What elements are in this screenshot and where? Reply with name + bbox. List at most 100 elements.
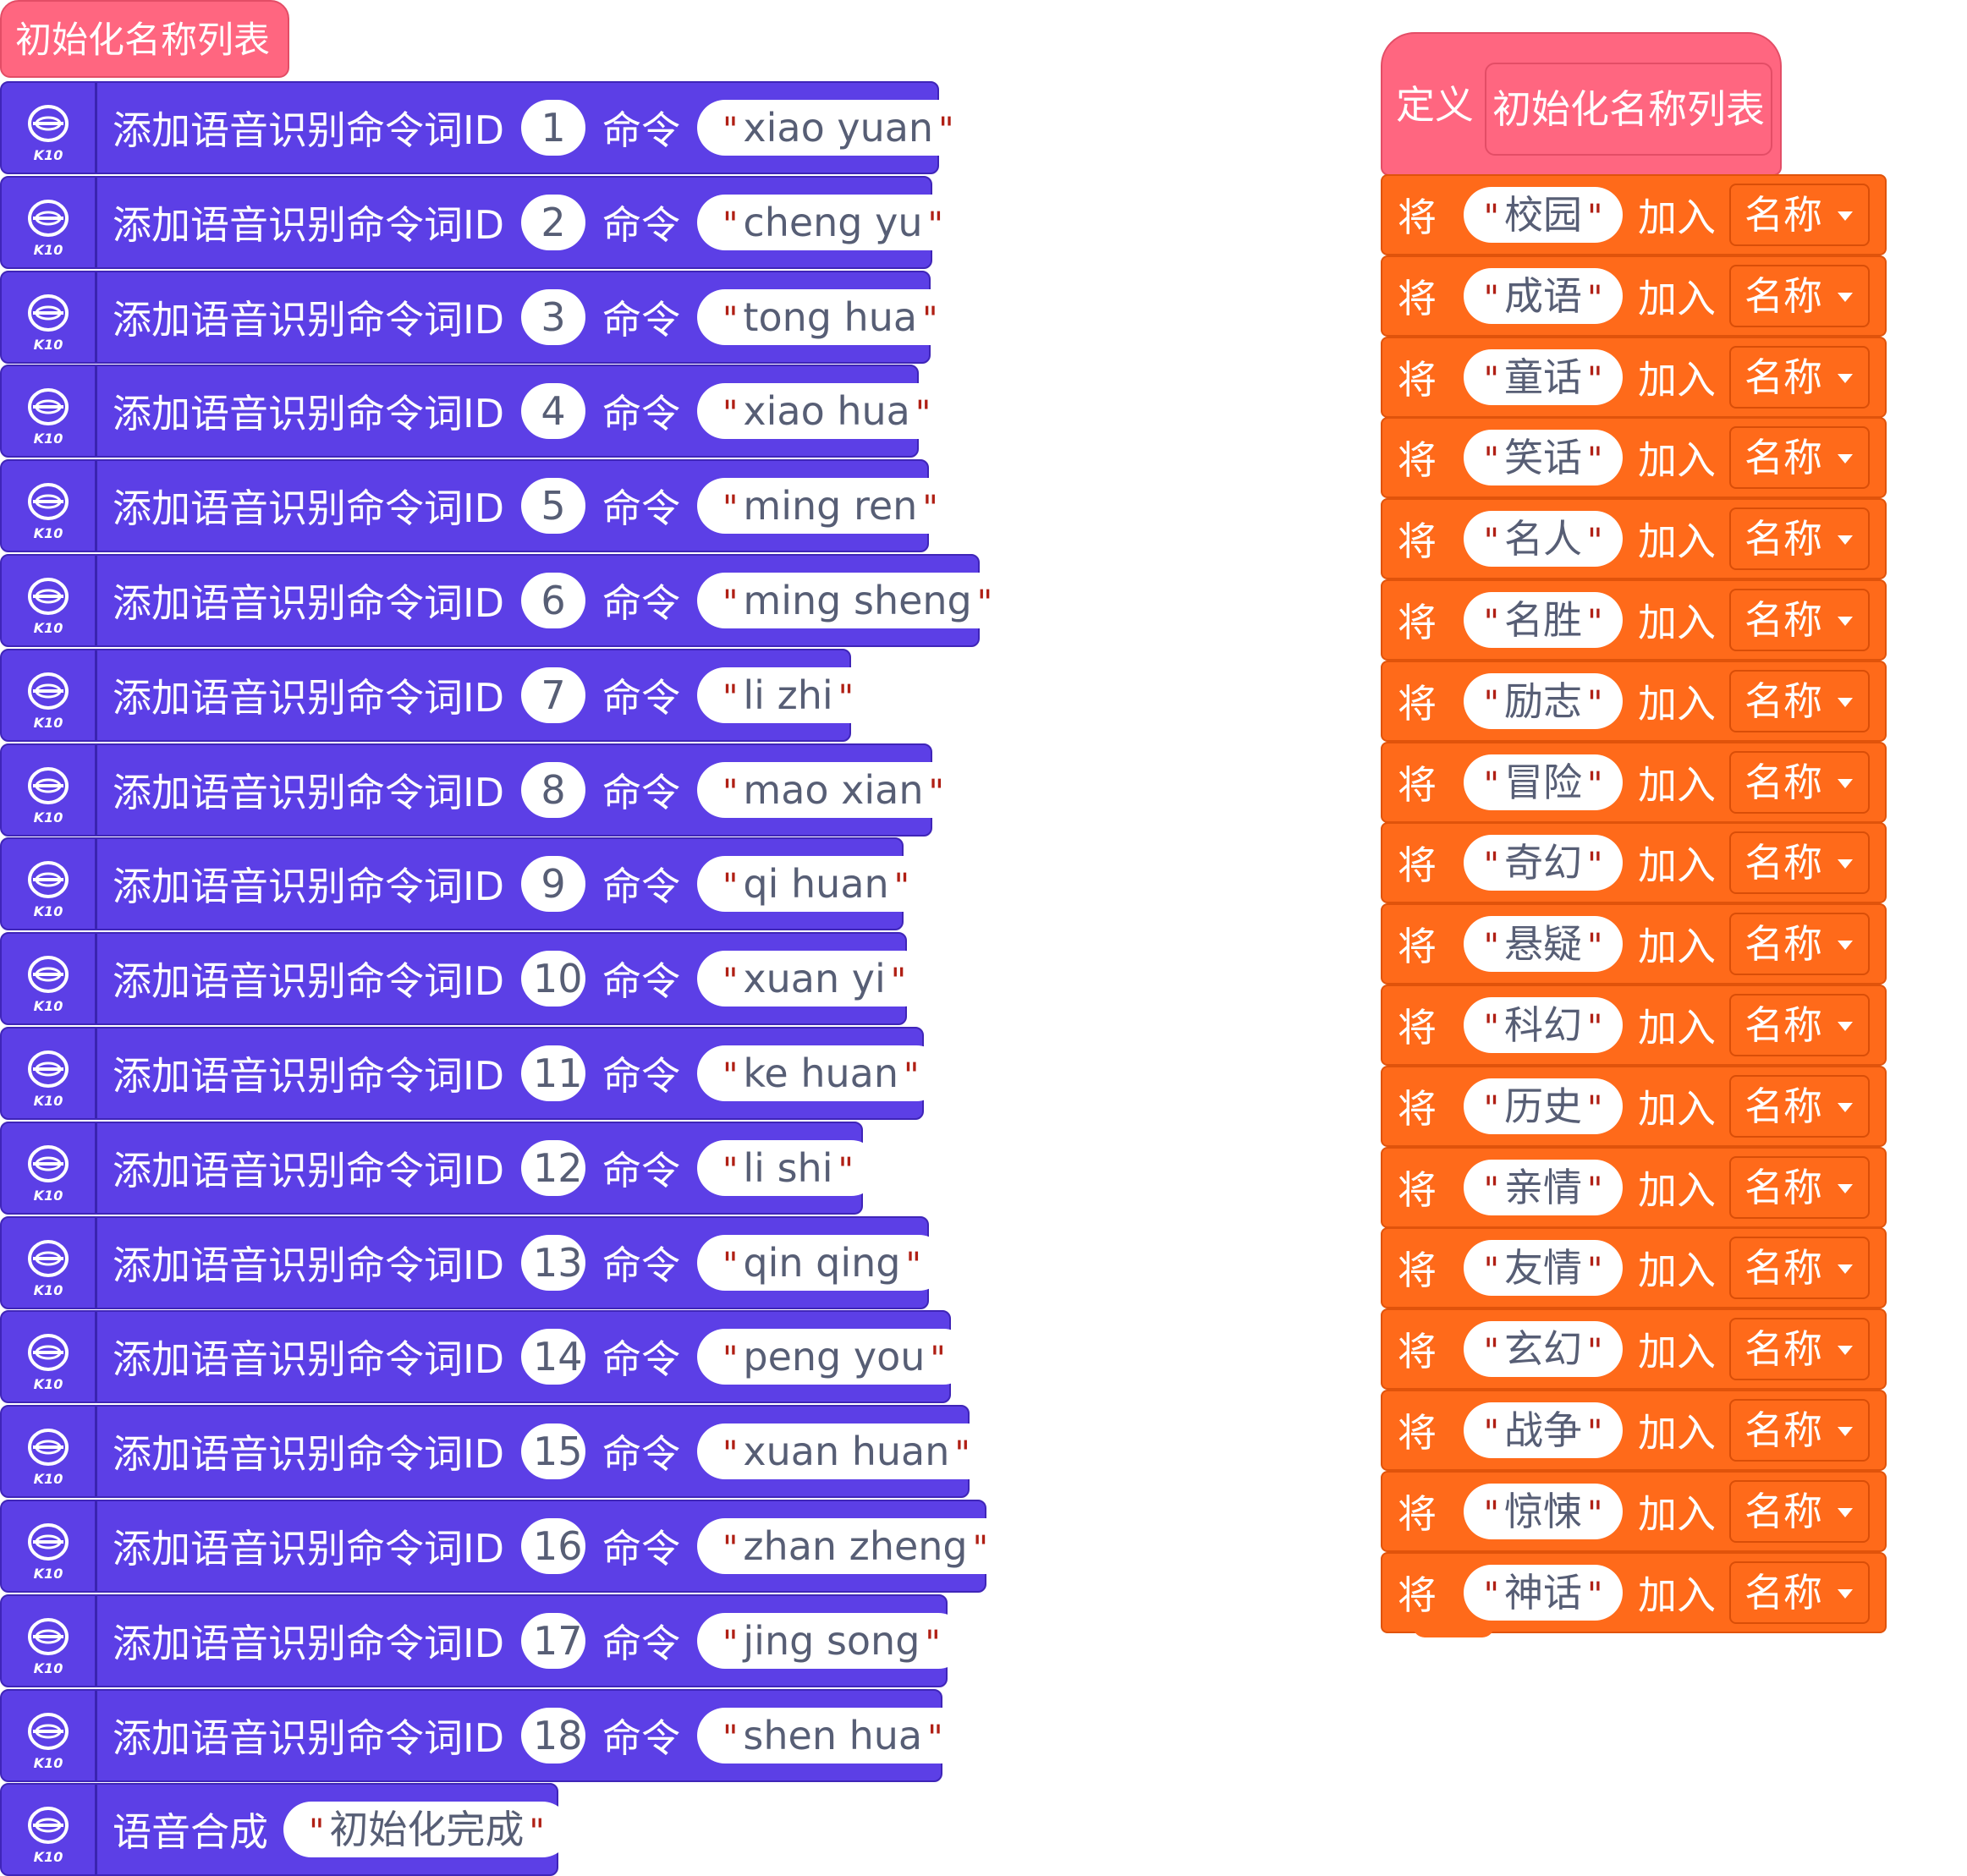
command-id-input[interactable]: 4	[521, 383, 585, 439]
item-text-input[interactable]: " 冒险 "	[1464, 754, 1623, 810]
add-voice-command-block[interactable]: K10 添加语音识别命令词ID 4 命令 " xiao hua "	[0, 365, 957, 458]
speech-text-input[interactable]: " 初始化完成 "	[283, 1802, 570, 1857]
item-text-input[interactable]: " 友情 "	[1464, 1240, 1623, 1296]
add-voice-command-block[interactable]: K10 添加语音识别命令词ID 17 命令 " jing song "	[0, 1594, 966, 1687]
add-voice-command-block[interactable]: K10 添加语音识别命令词ID 16 命令 " zhan zheng "	[0, 1500, 1014, 1593]
command-id-input[interactable]: 16	[521, 1518, 585, 1574]
command-text-input[interactable]: " zhan zheng "	[697, 1518, 1014, 1574]
list-name-dropdown[interactable]: 名称	[1729, 589, 1870, 651]
add-to-list-block[interactable]: 将 " 冒险 " 加入 名称	[1381, 742, 1887, 823]
add-to-list-block[interactable]: 将 " 科幻 " 加入 名称	[1381, 985, 1887, 1066]
command-id-input[interactable]: 6	[521, 573, 585, 628]
add-voice-command-block[interactable]: K10 添加语音识别命令词ID 14 命令 " peng you "	[0, 1310, 971, 1403]
list-name-dropdown[interactable]: 名称	[1729, 1561, 1870, 1624]
add-voice-command-block[interactable]: K10 添加语音识别命令词ID 2 命令 " cheng yu "	[0, 176, 969, 269]
add-voice-command-block[interactable]: K10 添加语音识别命令词ID 18 命令 " shen hua "	[0, 1689, 969, 1782]
add-to-list-block[interactable]: 将 " 奇幻 " 加入 名称	[1381, 822, 1887, 903]
define-name-prototype[interactable]: 初始化名称列表	[1485, 63, 1772, 156]
item-text-input[interactable]: " 名胜 "	[1464, 592, 1623, 648]
speech-synthesis-block[interactable]: K10 语音合成 " 初始化完成 "	[0, 1783, 570, 1876]
list-name-dropdown[interactable]: 名称	[1729, 1156, 1870, 1219]
command-text-input[interactable]: " ming sheng "	[697, 573, 1019, 628]
item-text-input[interactable]: " 童话 "	[1464, 349, 1623, 405]
item-text-input[interactable]: " 悬疑 "	[1464, 916, 1623, 972]
list-name-dropdown[interactable]: 名称	[1729, 346, 1870, 409]
command-id-input[interactable]: 2	[521, 195, 585, 250]
add-to-list-block[interactable]: 将 " 励志 " 加入 名称	[1381, 661, 1887, 742]
command-text-input[interactable]: " shen hua "	[697, 1708, 969, 1764]
command-id-input[interactable]: 15	[521, 1423, 585, 1479]
command-text-input[interactable]: " li zhi "	[697, 667, 880, 723]
command-text-input[interactable]: " peng you "	[697, 1329, 971, 1385]
item-text-input[interactable]: " 神话 "	[1464, 1565, 1623, 1621]
list-name-dropdown[interactable]: 名称	[1729, 831, 1870, 894]
list-name-dropdown[interactable]: 名称	[1729, 265, 1870, 327]
add-to-list-block[interactable]: 将 " 名胜 " 加入 名称	[1381, 579, 1887, 661]
item-text-input[interactable]: " 校园 "	[1464, 187, 1623, 243]
add-voice-command-block[interactable]: K10 添加语音识别命令词ID 3 命令 " tong hua "	[0, 271, 964, 364]
add-voice-command-block[interactable]: K10 添加语音识别命令词ID 10 命令 " xuan yi "	[0, 932, 932, 1025]
list-name-dropdown[interactable]: 名称	[1729, 994, 1870, 1056]
list-name-dropdown[interactable]: 名称	[1729, 426, 1870, 489]
add-to-list-block[interactable]: 将 " 成语 " 加入 名称	[1381, 255, 1887, 337]
command-text-input[interactable]: " xiao yuan "	[697, 100, 980, 156]
add-to-list-block[interactable]: 将 " 友情 " 加入 名称	[1381, 1227, 1887, 1308]
item-text-input[interactable]: " 战争 "	[1464, 1402, 1623, 1458]
item-text-input[interactable]: " 笑话 "	[1464, 430, 1623, 485]
command-text-input[interactable]: " ke huan "	[697, 1045, 945, 1101]
item-text-input[interactable]: " 奇幻 "	[1464, 835, 1623, 891]
command-text-input[interactable]: " cheng yu "	[697, 195, 969, 250]
add-voice-command-block[interactable]: K10 添加语音识别命令词ID 13 命令 " qin qing "	[0, 1216, 947, 1309]
command-text-input[interactable]: " tong hua "	[697, 289, 964, 345]
add-to-list-block[interactable]: 将 " 亲情 " 加入 名称	[1381, 1147, 1887, 1228]
add-voice-command-block[interactable]: K10 添加语音识别命令词ID 8 命令 " mao xian "	[0, 743, 970, 837]
call-init-names-block[interactable]: 初始化名称列表	[0, 0, 289, 78]
item-text-input[interactable]: " 惊悚 "	[1464, 1484, 1623, 1539]
list-name-dropdown[interactable]: 名称	[1729, 1399, 1870, 1462]
add-to-list-block[interactable]: 将 " 惊悚 " 加入 名称	[1381, 1471, 1887, 1552]
list-name-dropdown[interactable]: 名称	[1729, 507, 1870, 570]
command-id-input[interactable]: 3	[521, 289, 585, 345]
add-to-list-block[interactable]: 将 " 笑话 " 加入 名称	[1381, 417, 1887, 498]
list-name-dropdown[interactable]: 名称	[1729, 1480, 1870, 1543]
add-voice-command-block[interactable]: K10 添加语音识别命令词ID 6 命令 " ming sheng "	[0, 554, 1019, 647]
command-text-input[interactable]: " qi huan "	[697, 856, 936, 912]
add-to-list-block[interactable]: 将 " 玄幻 " 加入 名称	[1381, 1308, 1887, 1390]
command-text-input[interactable]: " xiao hua "	[697, 383, 957, 439]
command-id-input[interactable]: 8	[521, 762, 585, 818]
command-text-input[interactable]: " xuan yi "	[697, 951, 932, 1007]
command-id-input[interactable]: 17	[521, 1613, 585, 1669]
command-id-input[interactable]: 1	[521, 100, 585, 156]
add-to-list-block[interactable]: 将 " 神话 " 加入 名称	[1381, 1552, 1887, 1633]
command-text-input[interactable]: " qin qing "	[697, 1235, 947, 1291]
item-text-input[interactable]: " 名人 "	[1464, 511, 1623, 567]
add-voice-command-block[interactable]: K10 添加语音识别命令词ID 5 命令 " ming ren "	[0, 459, 964, 552]
command-id-input[interactable]: 5	[521, 478, 585, 534]
command-id-input[interactable]: 18	[521, 1708, 585, 1764]
list-name-dropdown[interactable]: 名称	[1729, 1318, 1870, 1380]
add-to-list-block[interactable]: 将 " 名人 " 加入 名称	[1381, 498, 1887, 579]
list-name-dropdown[interactable]: 名称	[1729, 1237, 1870, 1299]
list-name-dropdown[interactable]: 名称	[1729, 184, 1870, 246]
command-text-input[interactable]: " ming ren "	[697, 478, 964, 534]
item-text-input[interactable]: " 历史 "	[1464, 1078, 1623, 1134]
command-id-input[interactable]: 7	[521, 667, 585, 723]
command-id-input[interactable]: 13	[521, 1235, 585, 1291]
add-to-list-block[interactable]: 将 " 童话 " 加入 名称	[1381, 337, 1887, 418]
add-voice-command-block[interactable]: K10 添加语音识别命令词ID 7 命令 " li zhi "	[0, 649, 880, 742]
add-voice-command-block[interactable]: K10 添加语音识别命令词ID 12 命令 " li shi "	[0, 1122, 879, 1215]
list-name-dropdown[interactable]: 名称	[1729, 913, 1870, 975]
command-text-input[interactable]: " li shi "	[697, 1140, 879, 1196]
add-to-list-block[interactable]: 将 " 校园 " 加入 名称	[1381, 174, 1887, 255]
add-voice-command-block[interactable]: K10 添加语音识别命令词ID 9 命令 " qi huan "	[0, 837, 936, 930]
command-text-input[interactable]: " xuan huan "	[697, 1423, 996, 1479]
add-to-list-block[interactable]: 将 " 悬疑 " 加入 名称	[1381, 903, 1887, 985]
add-to-list-block[interactable]: 将 " 战争 " 加入 名称	[1381, 1390, 1887, 1471]
item-text-input[interactable]: " 励志 "	[1464, 673, 1623, 729]
item-text-input[interactable]: " 科幻 "	[1464, 997, 1623, 1053]
list-name-dropdown[interactable]: 名称	[1729, 670, 1870, 732]
command-id-input[interactable]: 14	[521, 1329, 585, 1385]
add-to-list-block[interactable]: 将 " 历史 " 加入 名称	[1381, 1066, 1887, 1147]
add-voice-command-block[interactable]: K10 添加语音识别命令词ID 1 命令 " xiao yuan "	[0, 81, 980, 174]
command-text-input[interactable]: " mao xian "	[697, 762, 970, 818]
